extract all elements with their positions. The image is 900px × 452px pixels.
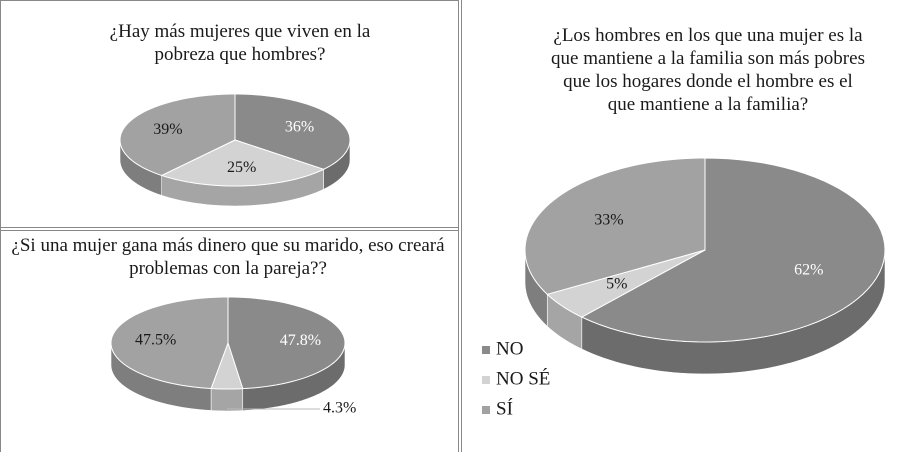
pie-slice (227, 296, 346, 390)
data-label: 39% (153, 121, 182, 138)
pie-slice (580, 157, 886, 343)
legend-label: NO SÉ (496, 367, 550, 389)
data-label: 4.3% (323, 400, 356, 417)
legend-label: SÍ (496, 397, 513, 419)
legend-marker (482, 406, 490, 414)
data-label: 62% (794, 262, 823, 279)
legend-marker (482, 346, 490, 354)
data-label: 47.5% (135, 332, 176, 349)
pie-slice (234, 93, 351, 170)
pie-slice (524, 157, 706, 295)
pie-side (210, 388, 244, 412)
legend-marker (482, 376, 490, 384)
data-label: 33% (594, 212, 623, 229)
chart-title: ¿Si una mujer gana más dinero que su mar… (11, 235, 445, 279)
chart-title: ¿Hay más mujeres que viven en la pobreza… (109, 21, 371, 65)
data-label: 47.8% (280, 332, 321, 349)
pie-slice (210, 341, 244, 390)
pie-slice (119, 93, 236, 176)
legend-label: NO (496, 338, 523, 359)
data-label: 25% (227, 159, 256, 176)
pie-slice (160, 139, 325, 187)
pie-slice (546, 249, 706, 318)
pie-slice (110, 296, 229, 390)
chart-title: ¿Los hombres en los que una mujer es la … (551, 25, 865, 115)
data-label: 36% (285, 119, 314, 136)
data-label: 5% (606, 276, 627, 293)
